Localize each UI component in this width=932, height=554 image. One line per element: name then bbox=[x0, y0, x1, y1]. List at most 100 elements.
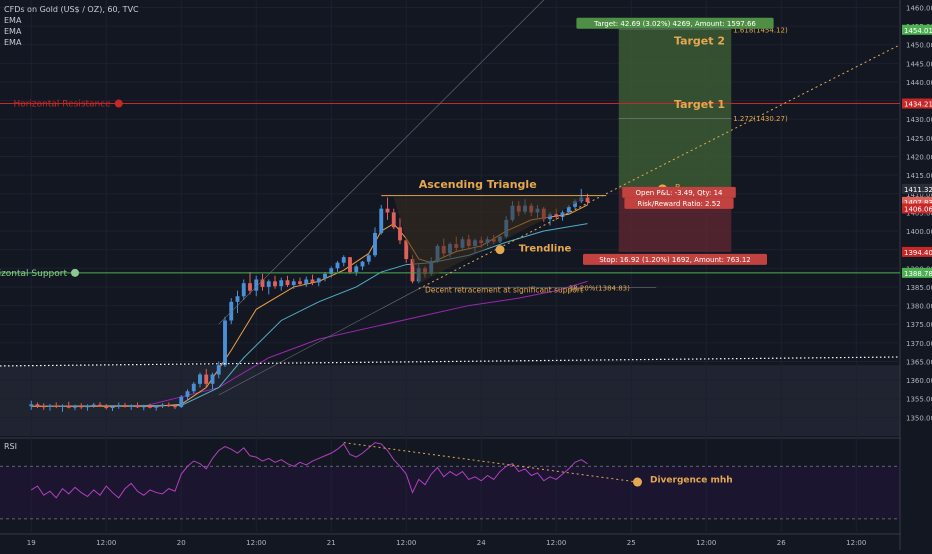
candle-body[interactable] bbox=[204, 374, 209, 384]
candle-body[interactable] bbox=[316, 278, 321, 283]
candle-body[interactable] bbox=[223, 320, 227, 366]
candle-body[interactable] bbox=[179, 396, 184, 407]
price-tick-label: 1450.00 bbox=[906, 42, 932, 50]
candle-body[interactable] bbox=[141, 406, 146, 408]
divergence-label: Divergence mhh bbox=[650, 476, 733, 486]
candle-body[interactable] bbox=[104, 406, 109, 409]
candle-body[interactable] bbox=[73, 406, 77, 408]
candle-body[interactable] bbox=[548, 214, 552, 220]
divergence-handle[interactable] bbox=[633, 477, 642, 487]
target-info-box bbox=[576, 17, 774, 29]
candle-body[interactable] bbox=[366, 255, 371, 262]
price-badge-label: 1411.32 bbox=[904, 186, 932, 194]
candle-body[interactable] bbox=[379, 208, 384, 233]
price-axis: 1350.00 1355.00 1360.00 1365.00 1370.00 1375.… bbox=[901, 0, 932, 550]
position-zones bbox=[618, 29, 732, 252]
candle-body[interactable] bbox=[85, 405, 90, 408]
candle-body[interactable] bbox=[404, 240, 409, 259]
candle-body[interactable] bbox=[298, 281, 302, 284]
candle-body[interactable] bbox=[54, 405, 59, 407]
candle-body[interactable] bbox=[41, 406, 46, 408]
candle-body[interactable] bbox=[279, 280, 284, 287]
candle-body[interactable] bbox=[254, 279, 259, 291]
candle-body[interactable] bbox=[373, 232, 377, 256]
candle-body[interactable] bbox=[554, 214, 559, 217]
candle-body[interactable] bbox=[110, 406, 115, 409]
price-tick-label: 1385.00 bbox=[906, 284, 932, 292]
price-tick-label: 1380.00 bbox=[906, 303, 932, 311]
candle-body[interactable] bbox=[154, 405, 159, 408]
resistance-handle[interactable] bbox=[114, 99, 123, 108]
candle-body[interactable] bbox=[398, 227, 402, 241]
indicator-ema-1[interactable]: EMA bbox=[4, 16, 22, 25]
candle-body[interactable] bbox=[129, 405, 134, 407]
candle-body[interactable] bbox=[291, 281, 296, 286]
candle-body[interactable] bbox=[323, 273, 327, 279]
candle-body[interactable] bbox=[385, 208, 390, 213]
candle-body[interactable] bbox=[260, 279, 265, 287]
candle-body[interactable] bbox=[335, 262, 340, 269]
candle-body[interactable] bbox=[160, 404, 165, 406]
drawings-layer: Horizontal Resistance Horizontal Support 1… bbox=[0, 0, 901, 396]
candle-body[interactable] bbox=[79, 406, 84, 408]
candle-body[interactable] bbox=[191, 383, 196, 392]
price-badge-label: 1394.40 bbox=[904, 249, 932, 257]
divergence-line[interactable] bbox=[343, 442, 638, 483]
trendline-label: Trendline bbox=[519, 244, 572, 255]
candle-body[interactable] bbox=[566, 206, 571, 213]
candle-body[interactable] bbox=[166, 404, 171, 407]
time-tick-label: 25 bbox=[627, 539, 636, 547]
candle-body[interactable] bbox=[98, 404, 102, 407]
candle-body[interactable] bbox=[341, 257, 346, 263]
candle-body[interactable] bbox=[304, 279, 309, 284]
candle-body[interactable] bbox=[91, 404, 96, 406]
fib-382-label: 38.20%(1384.83) bbox=[569, 285, 630, 293]
candle-body[interactable] bbox=[248, 283, 252, 291]
price-badge-label: 1388.78 bbox=[904, 270, 932, 278]
candle-body[interactable] bbox=[329, 268, 334, 274]
candle-body[interactable] bbox=[391, 212, 396, 228]
candle-body[interactable] bbox=[560, 212, 565, 217]
candle-body[interactable] bbox=[573, 201, 577, 207]
candle-body[interactable] bbox=[35, 404, 40, 407]
candle-body[interactable] bbox=[210, 374, 215, 384]
time-tick-label: 12:00 bbox=[396, 539, 416, 547]
symbol-title[interactable]: CFDs on Gold (US$ / OZ), 60, TVC bbox=[4, 5, 139, 14]
candle-body[interactable] bbox=[348, 257, 352, 273]
candle-body[interactable] bbox=[229, 301, 234, 321]
candle-body[interactable] bbox=[216, 365, 221, 375]
candle-body[interactable] bbox=[116, 405, 121, 407]
support-handle[interactable] bbox=[71, 268, 79, 277]
indicator-ema-3[interactable]: EMA bbox=[4, 38, 22, 47]
trendline-handle[interactable] bbox=[495, 245, 505, 255]
candle-body[interactable] bbox=[185, 391, 190, 397]
target-zone[interactable] bbox=[618, 29, 732, 189]
candle-body[interactable] bbox=[66, 405, 71, 408]
support-label: Horizontal Support bbox=[0, 269, 67, 279]
candle-body[interactable] bbox=[29, 404, 34, 407]
ema-mid-line bbox=[31, 223, 588, 407]
candle-body[interactable] bbox=[354, 266, 359, 273]
candle-body[interactable] bbox=[235, 296, 240, 302]
indicator-ema-2[interactable]: EMA bbox=[4, 27, 22, 36]
candle-body[interactable] bbox=[266, 281, 271, 287]
candle-body[interactable] bbox=[585, 197, 590, 202]
candle-body[interactable] bbox=[135, 405, 140, 408]
candle-body[interactable] bbox=[310, 279, 315, 283]
candle-body[interactable] bbox=[285, 280, 290, 286]
candle-body[interactable] bbox=[198, 374, 202, 384]
price-tick-label: 1445.00 bbox=[906, 60, 932, 68]
candle-body[interactable] bbox=[241, 283, 246, 297]
candle-body[interactable] bbox=[360, 261, 365, 267]
target2-label: Target 2 bbox=[674, 35, 725, 48]
candle-body[interactable] bbox=[410, 258, 415, 282]
candle-body[interactable] bbox=[273, 281, 277, 287]
candle-body[interactable] bbox=[123, 405, 127, 407]
candle-body[interactable] bbox=[148, 406, 152, 408]
candle-body[interactable] bbox=[173, 406, 177, 408]
candle-body[interactable] bbox=[48, 405, 52, 407]
candle-body[interactable] bbox=[60, 405, 65, 407]
